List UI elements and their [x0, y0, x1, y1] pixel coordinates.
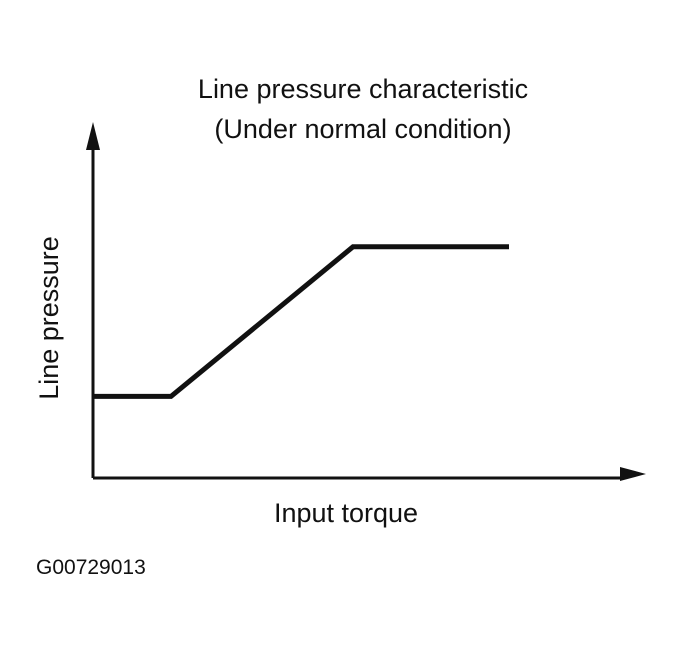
y-axis-label: Line pressure — [34, 236, 64, 400]
x-axis-arrow — [620, 467, 646, 481]
series-layer — [93, 244, 509, 399]
x-axis-label: Input torque — [274, 498, 418, 528]
chart-subtitle: (Under normal condition) — [214, 114, 511, 144]
series-line-0 — [93, 244, 509, 399]
figure-id: G00729013 — [36, 556, 146, 579]
chart-title-group: Line pressure characteristic (Under norm… — [198, 74, 528, 144]
axes — [86, 122, 646, 481]
y-axis-arrow — [86, 122, 100, 150]
chart-title: Line pressure characteristic — [198, 74, 528, 104]
